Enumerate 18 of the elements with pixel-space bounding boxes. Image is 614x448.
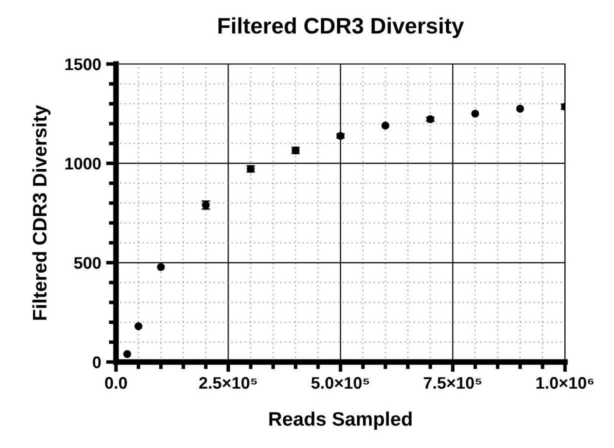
chart-title: Filtered CDR3 Diversity: [218, 17, 464, 38]
point: [134, 322, 142, 330]
x-tick-label: 1.0×10⁶: [536, 377, 594, 389]
y-tick-label: 1500: [65, 58, 101, 70]
x-tick-label: 0.0: [105, 377, 127, 389]
y-tick-label: 500: [74, 257, 101, 269]
x-tick-label: 5.0×10⁵: [311, 377, 370, 389]
point: [123, 350, 132, 358]
point: [156, 263, 165, 271]
x-tick-label: 2.5×10⁵: [199, 377, 257, 389]
y-tick-label: 1000: [65, 158, 101, 170]
x-tick-label: 7.5×10⁵: [424, 377, 482, 389]
point: [381, 122, 390, 130]
y-tick-label: 0: [92, 356, 101, 368]
y-axis-title: Filtered CDR3 Diversity: [32, 105, 50, 320]
x-axis-title: Reads Sampled: [269, 412, 412, 430]
point: [471, 110, 480, 118]
point: [516, 104, 524, 113]
